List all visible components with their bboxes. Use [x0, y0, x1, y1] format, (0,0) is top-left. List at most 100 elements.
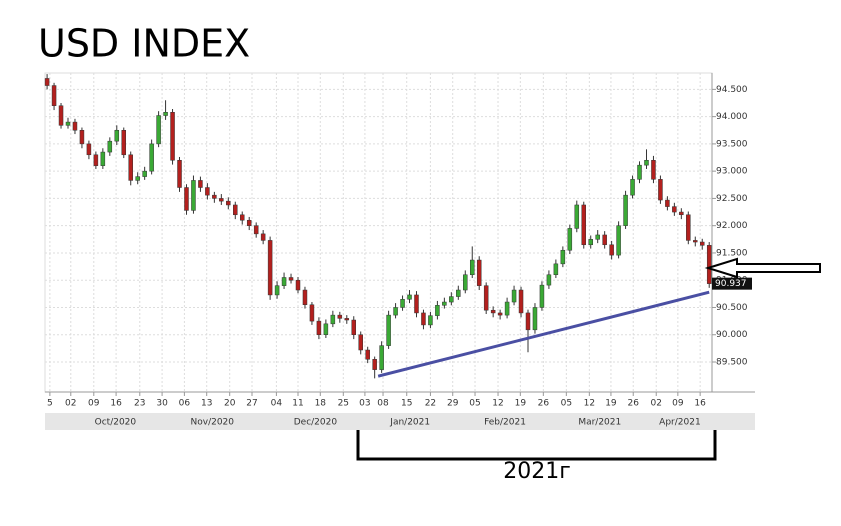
candle-body	[253, 225, 259, 235]
x-tick-label: 30	[156, 399, 168, 409]
candle-body	[79, 130, 85, 145]
y-tick-label: 90.000	[716, 330, 748, 340]
candle-body	[679, 211, 684, 216]
candle-body	[616, 225, 621, 256]
x-tick-label: 20	[224, 399, 236, 409]
candle-body	[267, 240, 273, 296]
x-tick-label: 19	[515, 399, 527, 409]
candle-body	[400, 299, 405, 308]
candle-body	[595, 234, 600, 240]
candle-body	[323, 323, 329, 335]
candle-body	[456, 289, 461, 297]
x-tick-label: 29	[447, 399, 459, 409]
x-tick-label: 26	[538, 399, 550, 409]
y-tick-label: 91.500	[716, 248, 748, 258]
x-tick-label: 22	[425, 399, 436, 409]
candle-body	[490, 309, 496, 314]
candle-body	[379, 345, 384, 370]
candle-body	[546, 274, 552, 286]
month-label: Jan/2021	[389, 418, 430, 428]
y-tick-label: 90.500	[716, 303, 748, 313]
candle-body	[149, 143, 154, 172]
candle-body	[567, 228, 573, 251]
candle-body	[435, 305, 440, 316]
candle-body	[372, 359, 377, 370]
candle-body	[686, 214, 691, 241]
candle-body	[170, 112, 175, 161]
x-tick-label: 03	[359, 399, 370, 409]
candle-body	[560, 249, 566, 265]
candle-body	[469, 259, 475, 276]
x-tick-label: 26	[628, 399, 640, 409]
y-tick-label: 94.000	[716, 112, 748, 122]
y-tick-label: 92.500	[716, 194, 748, 204]
labels: 89.50090.00090.50091.00091.50092.00092.5…	[47, 85, 752, 428]
candle-body	[581, 204, 587, 246]
x-tick-label: 05	[469, 399, 480, 409]
candle-body	[51, 85, 57, 106]
candle-body	[693, 240, 698, 243]
candle-body	[205, 187, 210, 196]
candle-body	[72, 121, 78, 131]
candle-body	[553, 263, 559, 276]
candle-body	[309, 304, 315, 322]
candle-body	[58, 105, 64, 126]
candle-body	[114, 130, 120, 142]
candle-body	[532, 307, 538, 331]
candle-body	[651, 159, 656, 180]
candle-body	[476, 259, 482, 286]
y-tick-label: 93.500	[716, 139, 748, 149]
candle-body	[442, 301, 447, 306]
candle-body	[226, 200, 231, 206]
candle-body	[386, 314, 391, 346]
candle-body	[421, 312, 426, 326]
x-tick-label: 16	[694, 399, 706, 409]
chart-title: USD INDEX	[38, 22, 250, 66]
candle-body	[665, 199, 670, 207]
x-tick-label: 02	[651, 399, 662, 409]
last-price-box	[712, 277, 752, 290]
candle-body	[128, 154, 133, 181]
candle-body	[602, 234, 607, 246]
candle-body	[107, 140, 113, 153]
candle-body	[184, 187, 189, 211]
month-label: Nov/2020	[191, 418, 235, 428]
x-tick-label: 27	[246, 399, 257, 409]
candle-body	[281, 277, 287, 286]
x-tick-label: 5	[47, 399, 53, 409]
x-tick-label: 09	[88, 399, 100, 409]
candle-body	[274, 285, 280, 296]
x-tick-label: 13	[201, 399, 212, 409]
y-tick-label: 94.500	[716, 85, 748, 95]
candle-body	[191, 180, 196, 211]
candle-body	[414, 294, 419, 314]
candle-body	[260, 233, 266, 241]
candle-body	[358, 334, 363, 351]
candle-body	[156, 115, 161, 145]
x-tick-label: 04	[271, 399, 283, 409]
x-tick-label: 16	[110, 399, 122, 409]
month-label: Feb/2021	[484, 418, 526, 428]
candle-body	[637, 164, 642, 180]
candle-body	[330, 314, 336, 325]
candle-body	[142, 170, 147, 177]
x-tick-label: 05	[561, 399, 572, 409]
year-bracket	[356, 430, 717, 461]
candle-body	[483, 285, 489, 311]
candle-body	[588, 239, 593, 246]
candle-body	[344, 318, 350, 321]
y-tick-label: 93.000	[716, 167, 748, 177]
candle-body	[212, 194, 217, 199]
x-tick-label: 08	[377, 399, 389, 409]
candle-body	[407, 294, 412, 300]
pointer-arrow	[704, 257, 821, 279]
candle-body	[463, 274, 468, 291]
month-band	[45, 413, 755, 430]
candle-body	[706, 245, 712, 284]
month-label: Dec/2020	[294, 418, 338, 428]
candle-body	[44, 78, 50, 86]
candle-body	[623, 194, 628, 226]
candle-body	[658, 179, 663, 201]
candle-body	[93, 154, 99, 166]
